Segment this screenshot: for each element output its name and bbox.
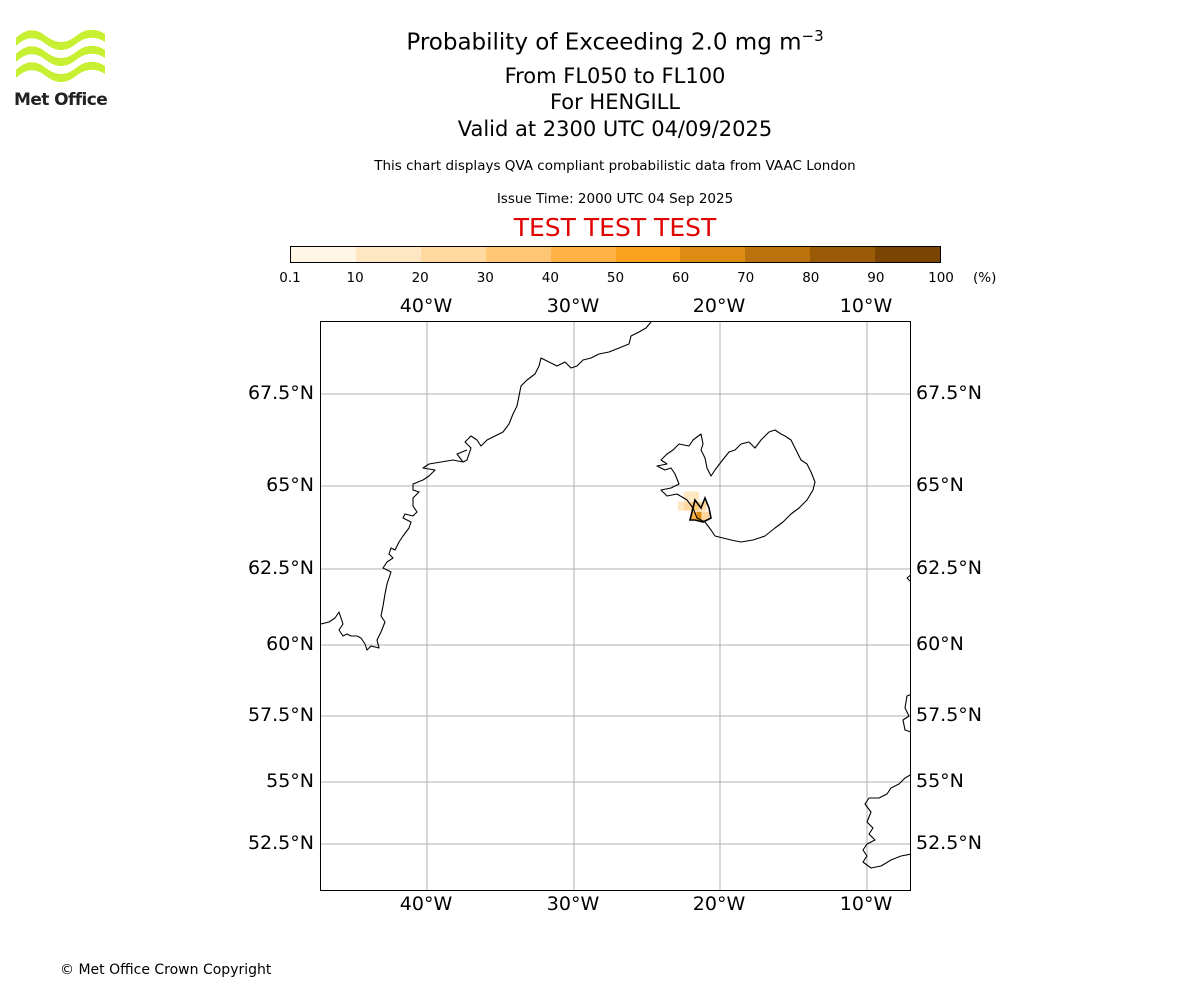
lat-label-right: 65°N <box>916 474 964 496</box>
colorbar-segment <box>615 247 681 262</box>
plume-cell <box>691 511 700 521</box>
colorbar-tick-label: 10 <box>346 270 364 286</box>
copyright: © Met Office Crown Copyright <box>60 962 272 978</box>
colorbar-tick-label: 30 <box>476 270 494 286</box>
probability-colorbar <box>290 246 941 263</box>
lat-label-left: 67.5°N <box>247 382 314 404</box>
lat-label-left: 65°N <box>266 474 314 496</box>
flight-levels: From FL050 to FL100 <box>504 64 726 88</box>
plume-cell <box>683 491 692 501</box>
colorbar-segment <box>745 247 811 262</box>
qva-note: This chart displays QVA compliant probab… <box>374 158 856 174</box>
map-canvas <box>321 322 910 890</box>
colorbar-tick-label: 0.1 <box>279 270 301 286</box>
title-main: Probability of Exceeding 2.0 mg m <box>406 29 802 56</box>
lat-label-left: 62.5°N <box>247 557 314 579</box>
plume-outline <box>688 495 712 523</box>
colorbar-tick-label: 20 <box>411 270 429 286</box>
coast-faroe <box>906 574 910 582</box>
lon-label-bottom: 10°W <box>839 893 893 915</box>
coast-shetland <box>902 694 910 733</box>
chart-title: Probability of Exceeding 2.0 mg m−3 <box>0 27 1200 56</box>
lat-label-right: 67.5°N <box>916 382 983 404</box>
lat-label-right: 57.5°N <box>916 704 983 726</box>
colorbar-segment <box>875 247 941 262</box>
lon-label-top: 40°W <box>399 295 453 317</box>
coast-iceland <box>656 429 816 543</box>
colorbar-tick-label: 70 <box>737 270 755 286</box>
lat-label-left: 55°N <box>266 770 314 792</box>
colorbar-segment <box>810 247 876 262</box>
colorbar-tick-label: 40 <box>541 270 559 286</box>
plume-cell <box>701 511 710 521</box>
map-panel <box>320 321 911 891</box>
lon-label-top: 10°W <box>839 295 893 317</box>
lat-label-left: 52.5°N <box>247 832 314 854</box>
colorbar-segment <box>355 247 421 262</box>
lon-label-bottom: 30°W <box>546 893 600 915</box>
colorbar-segment <box>485 247 551 262</box>
colorbar-unit: (%) <box>973 270 997 286</box>
met-office-wave-icon <box>16 29 105 82</box>
lon-label-top: 20°W <box>692 295 746 317</box>
lat-label-right: 55°N <box>916 770 964 792</box>
lat-label-left: 57.5°N <box>247 704 314 726</box>
volcano-name: For HENGILL <box>549 90 681 114</box>
title-exponent: −3 <box>801 27 824 45</box>
colorbar-segment <box>291 247 356 262</box>
test-banner: TEST TEST TEST <box>513 213 717 242</box>
issue-time: Issue Time: 2000 UTC 04 Sep 2025 <box>496 191 734 207</box>
lat-label-right: 52.5°N <box>916 832 983 854</box>
lat-label-left: 60°N <box>266 633 314 655</box>
valid-time: Valid at 2300 UTC 04/09/2025 <box>457 117 773 141</box>
coast-greenland <box>321 322 652 651</box>
lat-label-right: 62.5°N <box>916 557 983 579</box>
plume-cell <box>691 501 700 511</box>
coast-greenland-fjord <box>456 449 468 463</box>
met-office-logo: Met Office <box>14 29 108 112</box>
logo-text: Met Office <box>14 90 108 110</box>
plume-cell <box>696 511 705 521</box>
lat-label-right: 60°N <box>916 633 964 655</box>
coastlines <box>321 322 910 869</box>
colorbar-tick-label: 80 <box>802 270 820 286</box>
plume-cell <box>683 501 692 511</box>
lon-label-bottom: 20°W <box>692 893 746 915</box>
plume-cell <box>677 501 686 511</box>
colorbar-tick-label: 100 <box>928 270 954 286</box>
colorbar-segment <box>550 247 616 262</box>
colorbar-tick-label: 90 <box>867 270 885 286</box>
graticule <box>321 322 910 890</box>
plume-cell <box>691 491 700 501</box>
colorbar-tick-label: 50 <box>606 270 625 286</box>
colorbar-tick-label: 60 <box>672 270 690 286</box>
lon-label-top: 30°W <box>546 295 600 317</box>
coast-uk <box>862 774 910 869</box>
lon-label-bottom: 40°W <box>399 893 453 915</box>
colorbar-segment <box>420 247 486 262</box>
colorbar-segment <box>680 247 746 262</box>
